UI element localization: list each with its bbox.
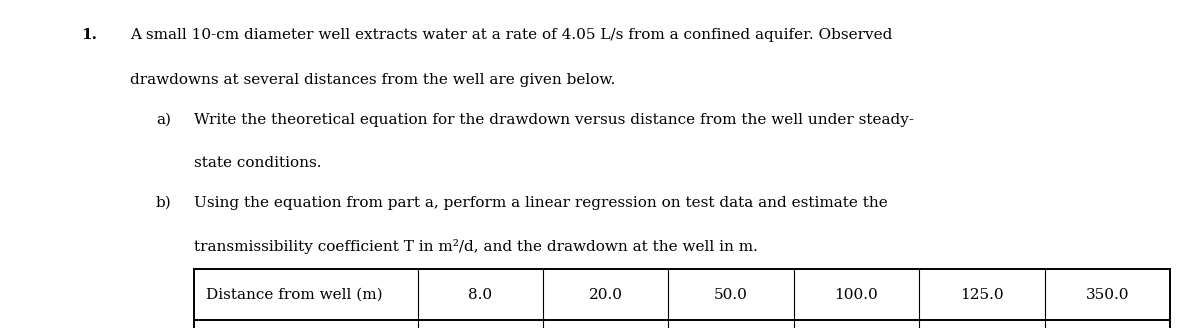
Text: 350.0: 350.0 [1086, 288, 1129, 302]
Text: drawdowns at several distances from the well are given below.: drawdowns at several distances from the … [130, 73, 614, 87]
Text: a): a) [156, 113, 172, 127]
Text: 100.0: 100.0 [835, 288, 878, 302]
Text: Using the equation from part a, perform a linear regression on test data and est: Using the equation from part a, perform … [194, 196, 888, 210]
Text: Distance from well (m): Distance from well (m) [206, 288, 383, 302]
Text: 20.0: 20.0 [589, 288, 623, 302]
Text: transmissibility coefficient T in m²/d, and the drawdown at the well in m.: transmissibility coefficient T in m²/d, … [194, 239, 758, 254]
Text: 125.0: 125.0 [960, 288, 1003, 302]
Text: 8.0: 8.0 [468, 288, 492, 302]
Text: state conditions.: state conditions. [194, 155, 322, 170]
Text: A small 10-cm diameter well extracts water at a rate of 4.05 L/s from a confined: A small 10-cm diameter well extracts wat… [130, 28, 892, 42]
Text: 1.: 1. [82, 28, 97, 42]
Text: 50.0: 50.0 [714, 288, 748, 302]
Text: b): b) [156, 196, 172, 210]
Text: Write the theoretical equation for the drawdown versus distance from the well un: Write the theoretical equation for the d… [194, 113, 914, 127]
